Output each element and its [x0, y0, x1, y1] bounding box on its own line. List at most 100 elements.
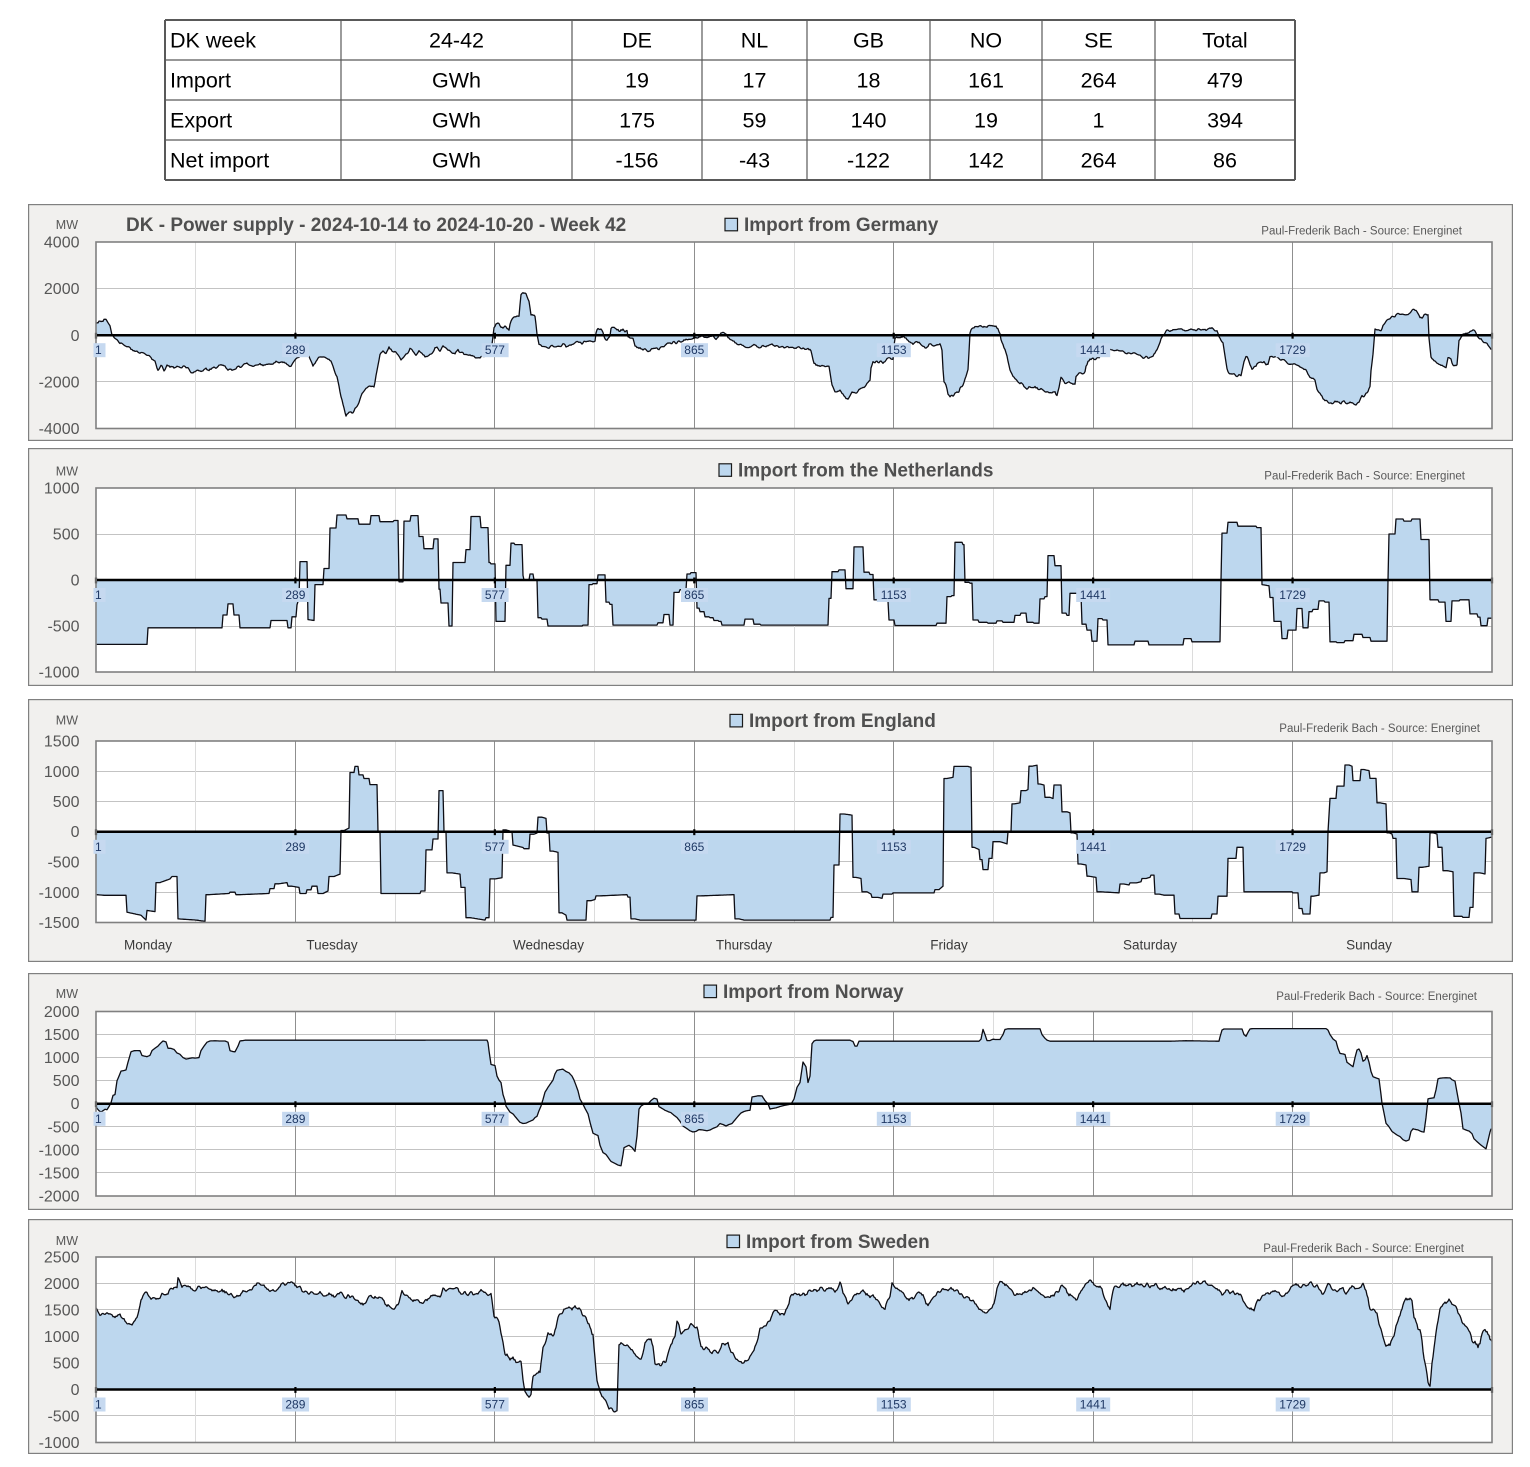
svg-text:Paul-Frederik Bach - Source: E: Paul-Frederik Bach - Source: Energinet — [1264, 471, 1466, 483]
svg-text:MW: MW — [56, 987, 78, 1001]
svg-text:500: 500 — [53, 1073, 80, 1090]
svg-text:Import from Norway: Import from Norway — [723, 982, 904, 1003]
svg-text:479: 479 — [1207, 69, 1243, 93]
svg-text:289: 289 — [285, 1398, 305, 1412]
svg-text:-4000: -4000 — [39, 421, 80, 438]
svg-text:865: 865 — [684, 343, 704, 357]
svg-text:17: 17 — [743, 69, 767, 93]
svg-text:Import: Import — [170, 69, 231, 93]
svg-text:1: 1 — [95, 343, 102, 357]
svg-text:Total: Total — [1202, 29, 1247, 53]
svg-text:MW: MW — [56, 714, 78, 728]
svg-text:59: 59 — [743, 109, 767, 133]
svg-text:161: 161 — [968, 69, 1004, 93]
svg-text:2000: 2000 — [44, 1276, 80, 1293]
svg-text:Paul-Frederik Bach - Source: E: Paul-Frederik Bach - Source: Energinet — [1276, 991, 1478, 1003]
svg-text:Sunday: Sunday — [1346, 938, 1392, 953]
svg-text:394: 394 — [1207, 109, 1243, 133]
svg-text:Import from Sweden: Import from Sweden — [746, 1232, 930, 1253]
svg-text:NL: NL — [741, 29, 769, 53]
svg-text:1500: 1500 — [44, 1027, 80, 1044]
svg-text:1153: 1153 — [881, 1398, 907, 1412]
svg-text:-156: -156 — [615, 149, 658, 173]
svg-text:0: 0 — [71, 328, 80, 345]
svg-text:1729: 1729 — [1279, 1112, 1306, 1126]
svg-text:Import from Germany: Import from Germany — [744, 215, 939, 236]
svg-text:Wednesday: Wednesday — [513, 938, 584, 953]
svg-text:1000: 1000 — [44, 1050, 80, 1067]
svg-text:-500: -500 — [47, 1409, 79, 1426]
svg-text:1441: 1441 — [1080, 1398, 1107, 1412]
svg-text:140: 140 — [851, 109, 887, 133]
svg-text:0: 0 — [71, 1096, 80, 1113]
svg-text:Tuesday: Tuesday — [306, 938, 358, 953]
svg-text:1000: 1000 — [44, 764, 80, 781]
svg-text:1000: 1000 — [44, 481, 80, 498]
svg-text:Thursday: Thursday — [716, 938, 773, 953]
svg-text:1153: 1153 — [881, 588, 907, 602]
svg-text:GB: GB — [853, 29, 884, 53]
svg-text:Paul-Frederik Bach - Source: E: Paul-Frederik Bach - Source: Energinet — [1263, 1243, 1465, 1255]
svg-text:865: 865 — [684, 1112, 704, 1126]
svg-text:1: 1 — [95, 1398, 102, 1412]
svg-text:Import from the Netherlands: Import from the Netherlands — [738, 461, 993, 482]
svg-text:Export: Export — [170, 109, 232, 133]
svg-text:-1500: -1500 — [39, 1165, 80, 1182]
svg-text:1153: 1153 — [881, 343, 907, 357]
svg-text:500: 500 — [53, 527, 80, 544]
svg-text:MW: MW — [56, 218, 78, 232]
svg-text:577: 577 — [485, 343, 505, 357]
svg-text:-2000: -2000 — [39, 374, 80, 391]
svg-text:1: 1 — [95, 588, 102, 602]
svg-text:DE: DE — [622, 29, 652, 53]
svg-text:264: 264 — [1081, 69, 1117, 93]
svg-text:1729: 1729 — [1279, 588, 1306, 602]
svg-text:0: 0 — [71, 824, 80, 841]
svg-text:1153: 1153 — [881, 840, 907, 854]
svg-text:-500: -500 — [47, 855, 79, 872]
svg-text:MW: MW — [56, 465, 78, 479]
svg-text:19: 19 — [625, 69, 649, 93]
svg-text:577: 577 — [485, 1398, 505, 1412]
svg-text:Friday: Friday — [930, 938, 968, 953]
svg-text:0: 0 — [71, 1382, 80, 1399]
svg-text:-500: -500 — [47, 619, 79, 636]
svg-text:18: 18 — [857, 69, 881, 93]
svg-text:-2000: -2000 — [39, 1189, 80, 1206]
svg-text:1729: 1729 — [1279, 343, 1306, 357]
svg-text:577: 577 — [485, 588, 505, 602]
svg-text:2000: 2000 — [44, 281, 80, 298]
svg-text:Paul-Frederik Bach - Source: E: Paul-Frederik Bach - Source: Energinet — [1279, 723, 1481, 735]
svg-text:142: 142 — [968, 149, 1004, 173]
svg-text:289: 289 — [285, 1112, 305, 1126]
svg-text:Paul-Frederik Bach - Source: E: Paul-Frederik Bach - Source: Energinet — [1261, 225, 1463, 237]
svg-text:1729: 1729 — [1279, 1398, 1306, 1412]
svg-text:NO: NO — [970, 29, 1002, 53]
svg-text:1441: 1441 — [1080, 1112, 1107, 1126]
svg-text:865: 865 — [684, 840, 704, 854]
svg-text:Net import: Net import — [170, 149, 269, 173]
svg-text:1: 1 — [1093, 109, 1105, 133]
svg-text:-43: -43 — [739, 149, 770, 173]
svg-text:577: 577 — [485, 1112, 505, 1126]
svg-text:-122: -122 — [847, 149, 890, 173]
svg-text:86: 86 — [1213, 149, 1237, 173]
svg-text:1500: 1500 — [44, 734, 80, 751]
svg-text:289: 289 — [285, 343, 305, 357]
svg-text:264: 264 — [1081, 149, 1117, 173]
svg-text:1441: 1441 — [1080, 343, 1107, 357]
svg-text:865: 865 — [684, 588, 704, 602]
svg-text:865: 865 — [684, 1398, 704, 1412]
svg-text:1500: 1500 — [44, 1303, 80, 1320]
svg-text:1: 1 — [95, 1112, 102, 1126]
svg-text:24-42: 24-42 — [429, 29, 484, 53]
svg-text:19: 19 — [974, 109, 998, 133]
svg-text:1729: 1729 — [1279, 840, 1306, 854]
svg-text:-1000: -1000 — [39, 665, 80, 682]
svg-text:0: 0 — [71, 573, 80, 590]
svg-text:GWh: GWh — [432, 109, 481, 133]
svg-text:1441: 1441 — [1080, 840, 1107, 854]
svg-text:1153: 1153 — [881, 1112, 907, 1126]
svg-text:DK - Power supply - 2024-10-1: DK - Power supply - 2024-10-14 to 2024-1… — [126, 215, 626, 236]
svg-text:289: 289 — [285, 840, 305, 854]
